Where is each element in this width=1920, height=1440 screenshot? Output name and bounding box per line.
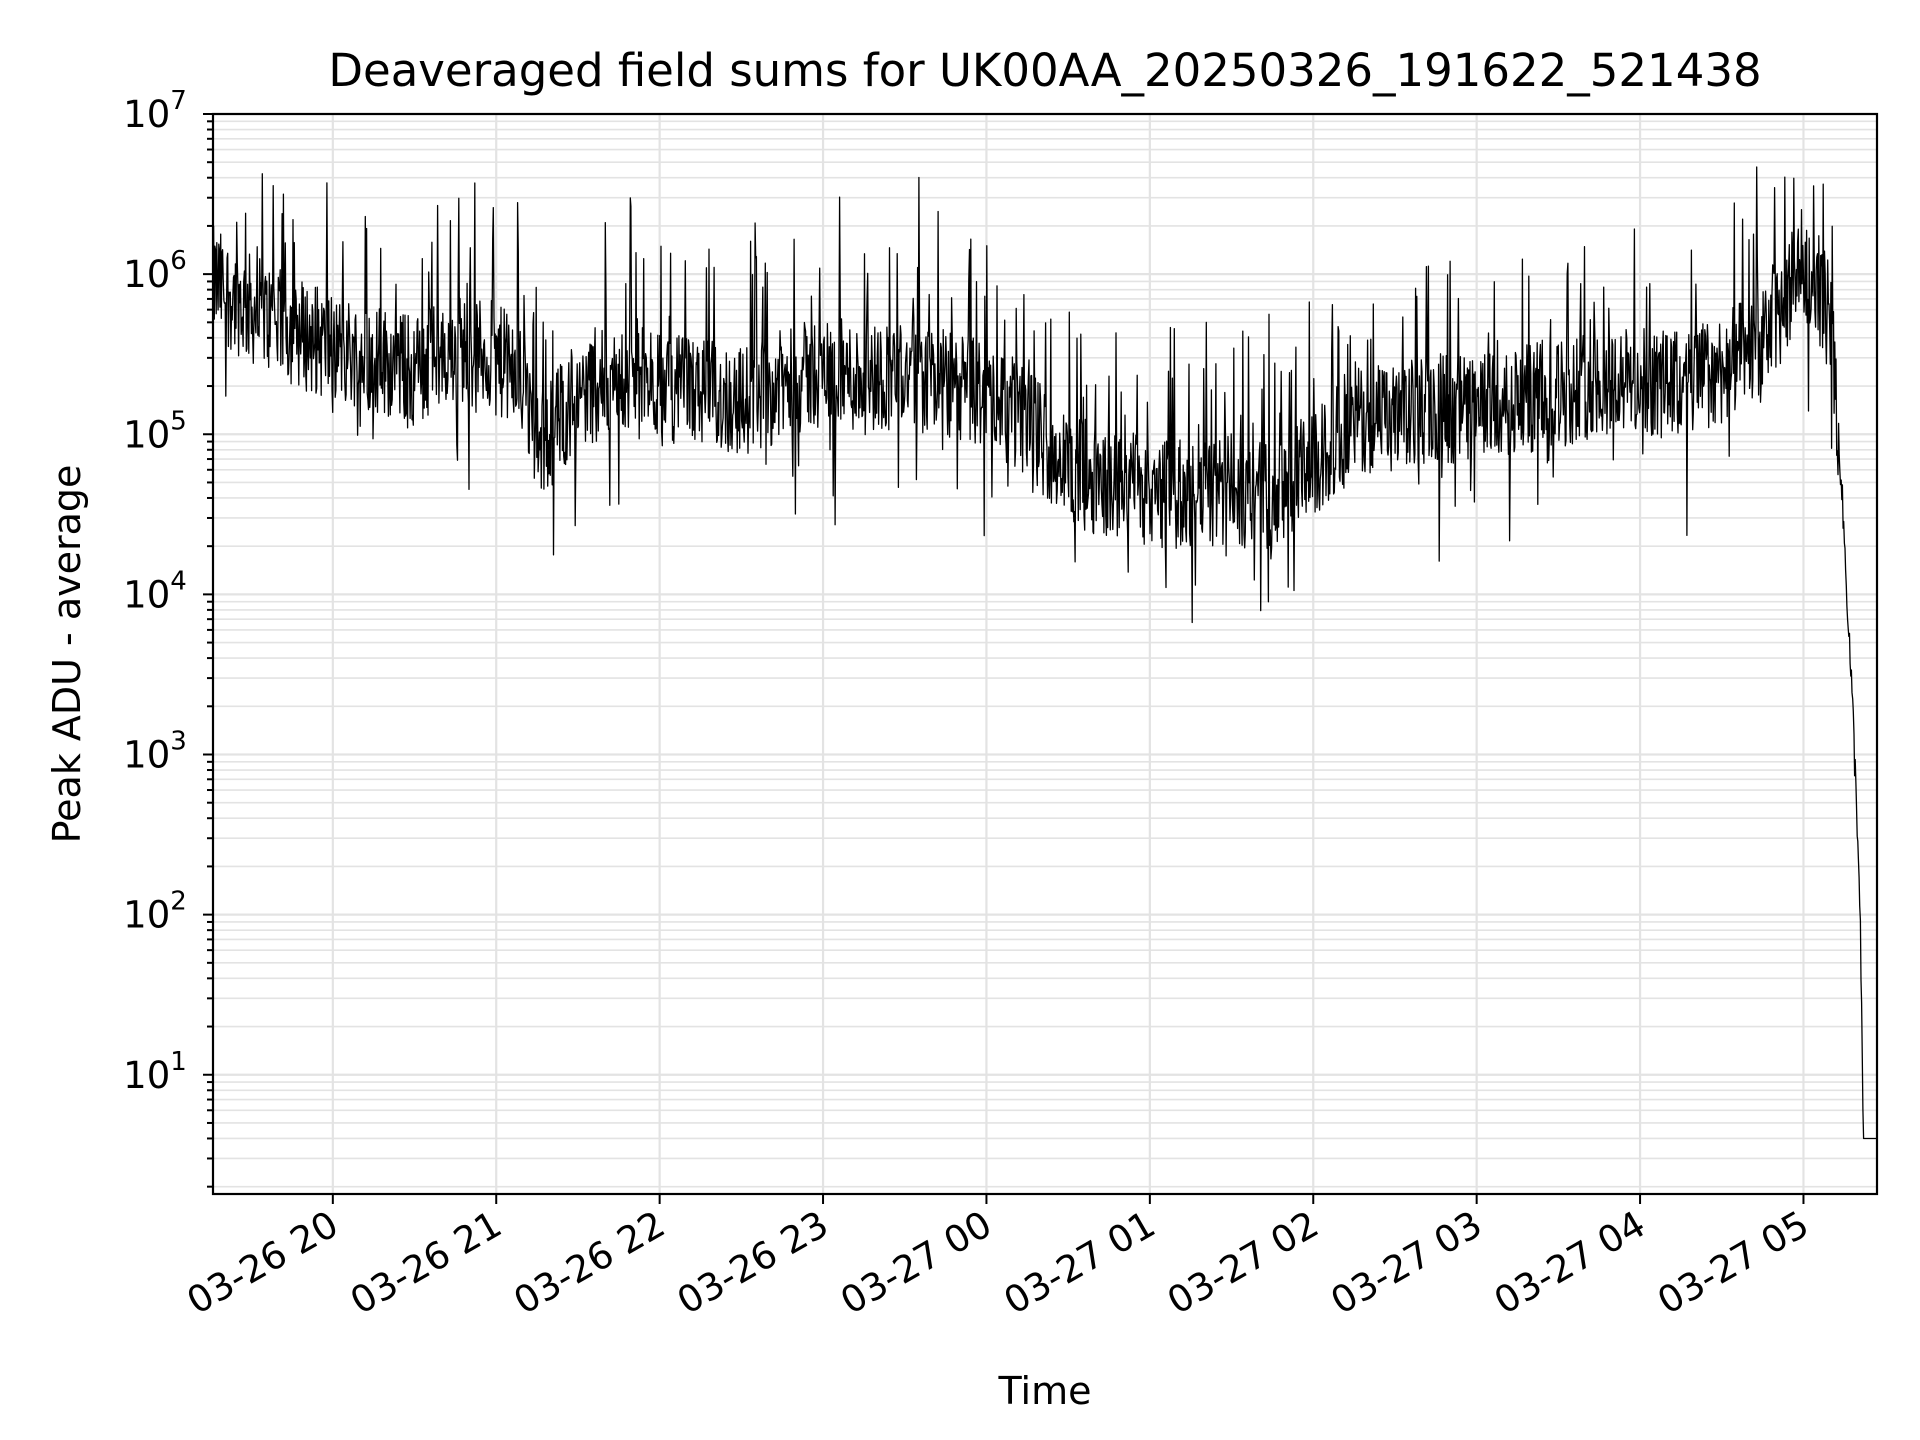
y-tick-label: 105 — [123, 406, 187, 456]
y-tick-label-base: 10 — [123, 1054, 170, 1097]
chart-title: Deaveraged field sums for UK00AA_2025032… — [328, 44, 1761, 97]
y-tick-label-base: 10 — [123, 894, 170, 937]
y-tick-label-exponent: 2 — [170, 887, 187, 917]
series-line — [212, 166, 1878, 1140]
y-tick-label-base: 10 — [123, 734, 170, 777]
y-tick-label: 104 — [123, 566, 187, 616]
y-tick-label: 106 — [123, 246, 187, 296]
y-tick-label-exponent: 7 — [170, 86, 187, 116]
y-tick-label: 107 — [123, 86, 187, 136]
y-tick-label-exponent: 5 — [170, 406, 187, 436]
plot-frame — [211, 112, 1879, 1196]
y-tick-label-base: 10 — [123, 573, 170, 616]
y-tick-label: 101 — [123, 1047, 187, 1097]
y-tick-label-exponent: 3 — [170, 727, 187, 757]
y-tick-label-exponent: 1 — [170, 1047, 187, 1077]
y-tick-label-base: 10 — [123, 93, 170, 136]
y-tick-label-base: 10 — [123, 413, 170, 456]
x-axis-label: Time — [998, 1369, 1092, 1413]
y-tick-label: 102 — [123, 887, 187, 937]
y-tick-label-exponent: 6 — [170, 246, 187, 276]
y-tick-label-base: 10 — [123, 253, 170, 296]
grid — [213, 112, 1877, 1194]
y-tick-label-exponent: 4 — [170, 566, 187, 596]
series-layer — [212, 166, 1878, 1140]
y-tick-label: 103 — [123, 727, 187, 777]
y-axis-label: Peak ADU - average — [45, 465, 89, 844]
